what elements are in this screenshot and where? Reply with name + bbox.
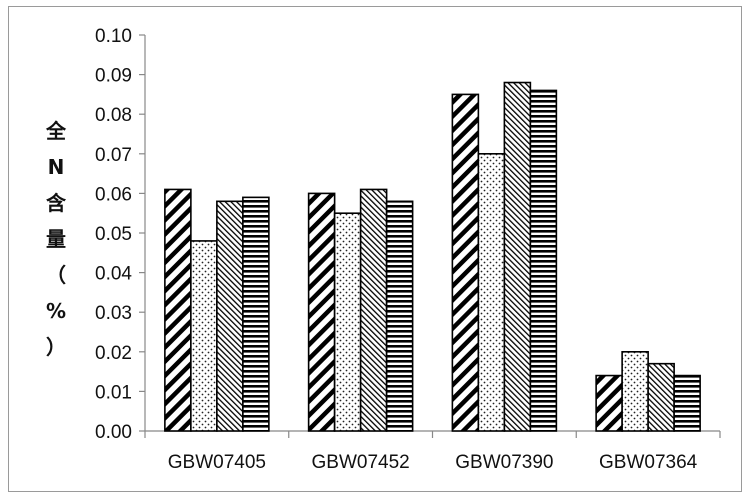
- x-category-label: GBW07364: [599, 452, 698, 473]
- y-tick-label: 0.03: [95, 303, 132, 324]
- x-category-label: GBW07405: [168, 452, 266, 473]
- y-axis: 0.00 0.01 0.02 0.03 0.04 0.05 0.06 0.07 0.08 0.09…: [95, 26, 146, 443]
- y-axis-label-char: ）: [46, 335, 66, 359]
- y-tick-label: 0.08: [95, 105, 132, 126]
- y-tick-label: 0.07: [95, 145, 132, 166]
- y-tick-label: 0.09: [95, 66, 132, 87]
- y-axis-label-char: 全: [45, 119, 67, 143]
- x-category-label: GBW07390: [455, 452, 553, 473]
- x-category-label: GBW07452: [312, 452, 410, 473]
- x-axis: GBW07405 GBW07452 GBW07390 GBW07364: [144, 430, 721, 473]
- bar-GBW07452-series-1: [307, 192, 336, 432]
- y-tick-label: 0.04: [95, 264, 132, 285]
- bar-GBW07452-series-4: [385, 200, 414, 432]
- bar-GBW07405-series-2: [190, 240, 218, 432]
- y-tick-label: 0.06: [95, 184, 132, 205]
- y-axis-label-char: （: [46, 263, 66, 287]
- y-axis-label-char: 含: [46, 191, 67, 215]
- bars: [164, 81, 701, 432]
- bar-GBW07405-series-1: [164, 188, 192, 432]
- bar-GBW07390-series-1: [451, 93, 480, 432]
- y-tick-label: 0.01: [95, 382, 132, 403]
- bar-GBW07390-series-4: [529, 89, 558, 432]
- bar-GBW07405-series-4: [242, 196, 270, 432]
- bar-GBW07390-series-3: [503, 81, 532, 432]
- y-axis-label-char: N: [48, 155, 65, 179]
- bar-GBW07364-series-3: [647, 362, 675, 432]
- y-tick-label: 0.05: [95, 224, 132, 245]
- y-tick-label: 0.00: [95, 422, 132, 443]
- bar-GBW07390-series-2: [477, 153, 506, 432]
- bar-GBW07452-series-3: [359, 188, 388, 432]
- y-axis-label-char: %: [46, 299, 66, 323]
- bar-GBW07452-series-2: [333, 212, 362, 432]
- bar-GBW07405-series-3: [216, 200, 244, 432]
- y-tick-label: 0.10: [95, 26, 132, 47]
- y-axis-label-char: 量: [46, 227, 66, 251]
- bar-GBW07364-series-4: [673, 374, 701, 432]
- bar-GBW07364-series-2: [621, 350, 649, 432]
- y-tick-label: 0.02: [95, 343, 132, 364]
- bar-GBW07364-series-1: [595, 374, 623, 432]
